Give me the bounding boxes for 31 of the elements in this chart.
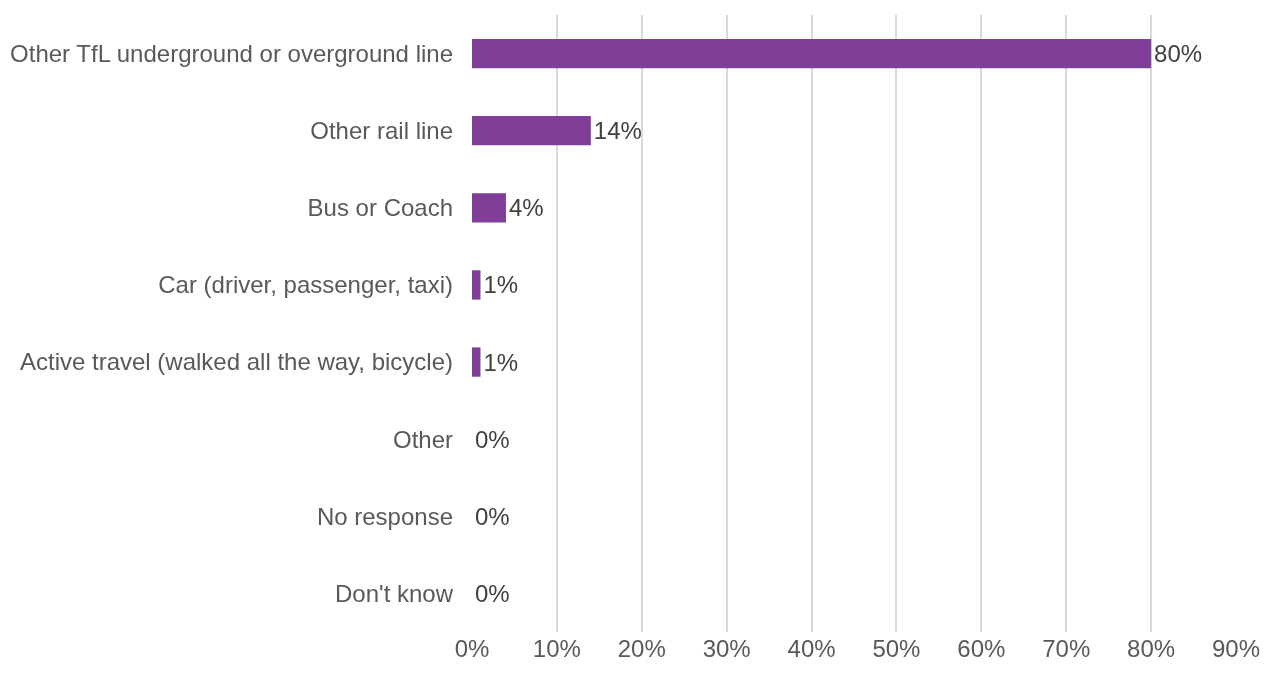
data-label: 0%: [475, 425, 510, 453]
y-tick-label: Other: [392, 425, 453, 453]
data-label: 0%: [475, 579, 510, 607]
bar: [472, 38, 1152, 69]
bar: [472, 116, 591, 146]
x-tick-label: 40%: [787, 635, 836, 662]
x-tick-label: 90%: [1211, 635, 1261, 662]
data-label: 80%: [1154, 40, 1203, 68]
y-tick-label: Active travel (walked all the way, bicycle): [19, 348, 453, 376]
data-label: 1%: [483, 271, 519, 299]
bar: [472, 347, 481, 377]
y-tick-label: No response: [316, 502, 453, 530]
y-tick-label: Car (driver, passenger, taxi): [158, 271, 453, 299]
data-label: 0%: [475, 502, 510, 530]
x-tick-label: 60%: [957, 635, 1006, 662]
data-label: 14%: [593, 117, 642, 145]
data-label: 4%: [508, 194, 544, 222]
bar: [472, 270, 481, 300]
bar: [472, 193, 506, 223]
y-tick-label: Other TfL underground or overground line: [10, 39, 453, 67]
y-tick-label: Other rail line: [310, 117, 453, 145]
x-tick-label: 0%: [454, 635, 490, 662]
x-tick-label: 20%: [617, 635, 666, 662]
x-tick-label: 80%: [1127, 635, 1176, 662]
y-tick-label: Don't know: [335, 579, 454, 607]
x-tick-label: 30%: [702, 635, 751, 662]
x-tick-label: 70%: [1042, 635, 1091, 662]
data-label: 1%: [483, 348, 519, 376]
x-tick-label: 50%: [872, 635, 921, 662]
x-tick-label: 10%: [532, 635, 581, 662]
y-tick-label: Bus or Coach: [307, 194, 453, 222]
